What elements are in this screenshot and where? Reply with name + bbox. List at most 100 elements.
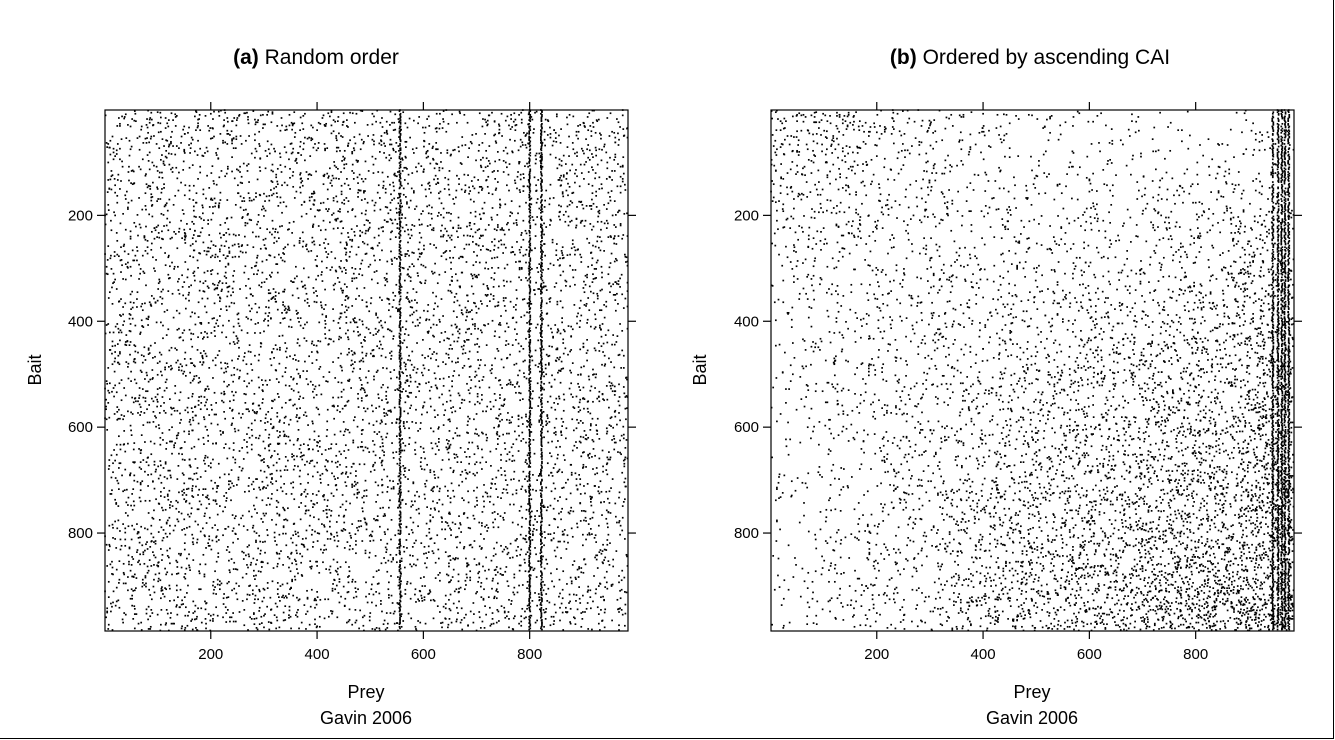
- data-point: [546, 562, 549, 565]
- data-point: [383, 142, 385, 145]
- data-point: [345, 163, 348, 165]
- data-point: [407, 298, 409, 300]
- data-point: [152, 585, 155, 588]
- data-point: [426, 463, 428, 466]
- data-point: [326, 198, 329, 200]
- data-point: [183, 548, 186, 551]
- data-point: [351, 370, 354, 373]
- data-point: [290, 627, 292, 630]
- data-point: [506, 184, 508, 187]
- data-point: [449, 283, 451, 286]
- data-point: [555, 417, 558, 420]
- data-point: [430, 599, 432, 602]
- data-point: [238, 325, 241, 327]
- data-point: [139, 331, 142, 334]
- data-point: [481, 620, 484, 623]
- data-point: [339, 364, 342, 367]
- data-point: [275, 192, 278, 195]
- data-point: [478, 611, 481, 613]
- data-point: [610, 416, 613, 418]
- data-point: [222, 534, 224, 537]
- data-point: [224, 367, 227, 370]
- data-point: [404, 217, 407, 219]
- data-point: [524, 229, 527, 232]
- data-point: [257, 598, 259, 601]
- data-point: [120, 399, 123, 402]
- data-point: [187, 614, 189, 617]
- data-point: [626, 212, 628, 215]
- data-point: [296, 611, 298, 614]
- data-point: [288, 557, 291, 560]
- data-point: [477, 191, 480, 194]
- data-point: [408, 385, 410, 387]
- data-point: [262, 127, 264, 129]
- data-point: [592, 511, 595, 514]
- data-point: [196, 508, 199, 511]
- data-point: [297, 599, 300, 602]
- data-point: [318, 571, 321, 574]
- data-point: [356, 161, 359, 163]
- data-point: [290, 152, 293, 155]
- data-point: [434, 262, 436, 265]
- data-point: [496, 591, 499, 593]
- data-point: [131, 183, 134, 186]
- data-point: [478, 345, 481, 348]
- data-point: [345, 259, 348, 261]
- data-point: [606, 587, 609, 590]
- data-point: [483, 588, 485, 591]
- data-point: [348, 570, 351, 573]
- data-point: [214, 356, 217, 359]
- data-point: [464, 189, 467, 192]
- data-point: [404, 122, 407, 125]
- data-point: [496, 496, 499, 498]
- data-point: [413, 191, 415, 194]
- data-point: [493, 248, 495, 251]
- data-point: [181, 209, 184, 211]
- data-point: [578, 307, 581, 309]
- data-point: [411, 350, 414, 353]
- data-point: [479, 248, 482, 251]
- data-point: [233, 177, 236, 180]
- data-point: [485, 248, 488, 251]
- data-point: [456, 434, 459, 437]
- data-point: [593, 537, 596, 539]
- data-point: [219, 315, 221, 317]
- data-point: [347, 576, 349, 578]
- data-point: [247, 566, 249, 569]
- data-point: [435, 359, 438, 361]
- data-point: [127, 124, 129, 126]
- data-point: [282, 290, 284, 293]
- data-point: [530, 498, 533, 501]
- data-point: [186, 557, 188, 560]
- data-point: [331, 266, 333, 269]
- data-point: [326, 469, 329, 472]
- data-point: [168, 429, 171, 431]
- data-point: [613, 448, 616, 451]
- data-point: [503, 548, 506, 551]
- data-point: [239, 250, 242, 253]
- data-point: [386, 401, 389, 404]
- data-point: [359, 609, 362, 612]
- data-point: [279, 225, 281, 228]
- data-point: [246, 332, 249, 334]
- data-point: [248, 436, 251, 439]
- data-point: [175, 145, 178, 147]
- data-point: [568, 512, 571, 515]
- data-point: [334, 484, 337, 487]
- data-point: [148, 421, 151, 424]
- data-point: [181, 453, 183, 456]
- data-point: [559, 592, 561, 595]
- data-point: [554, 463, 557, 466]
- data-point: [276, 562, 279, 565]
- data-point: [157, 198, 160, 200]
- data-point: [559, 142, 562, 144]
- data-point: [272, 296, 275, 298]
- data-point: [605, 509, 608, 512]
- data-point: [142, 142, 145, 144]
- data-point: [260, 286, 263, 288]
- data-point: [422, 405, 425, 407]
- data-point: [212, 212, 214, 215]
- data-point: [121, 264, 123, 267]
- data-point: [275, 173, 278, 176]
